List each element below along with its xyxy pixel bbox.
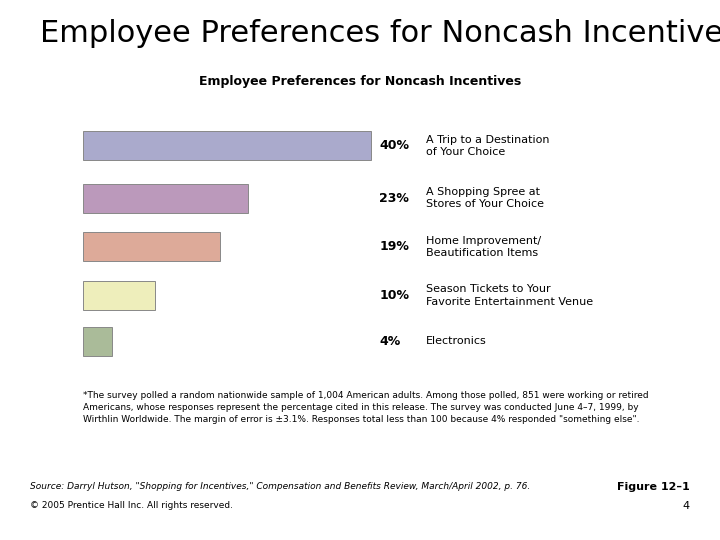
Text: Employee Preferences for Noncash Incentives: Employee Preferences for Noncash Incenti…	[40, 19, 720, 48]
Text: Electronics: Electronics	[426, 336, 487, 346]
Text: Employee Preferences for Noncash Incentives: Employee Preferences for Noncash Incenti…	[199, 75, 521, 87]
Text: 19%: 19%	[379, 240, 409, 253]
Text: Figure 12–1: Figure 12–1	[617, 482, 690, 492]
Text: *The survey polled a random nationwide sample of 1,004 American adults. Among th: *The survey polled a random nationwide s…	[83, 392, 649, 424]
Text: 4%: 4%	[379, 335, 401, 348]
Text: A Shopping Spree at
Stores of Your Choice: A Shopping Spree at Stores of Your Choic…	[426, 187, 544, 210]
Text: 23%: 23%	[379, 192, 409, 205]
Text: Home Improvement/
Beautification Items: Home Improvement/ Beautification Items	[426, 235, 541, 258]
Text: A Trip to a Destination
of Your Choice: A Trip to a Destination of Your Choice	[426, 134, 550, 157]
Text: © 2005 Prentice Hall Inc. All rights reserved.: © 2005 Prentice Hall Inc. All rights res…	[30, 501, 233, 510]
Text: Source: Darryl Hutson, "Shopping for Incentives," Compensation and Benefits Revi: Source: Darryl Hutson, "Shopping for Inc…	[30, 482, 531, 491]
Text: Season Tickets to Your
Favorite Entertainment Venue: Season Tickets to Your Favorite Entertai…	[426, 284, 593, 307]
Text: 4: 4	[683, 501, 690, 511]
Text: 10%: 10%	[379, 289, 410, 302]
Text: 40%: 40%	[379, 139, 410, 152]
